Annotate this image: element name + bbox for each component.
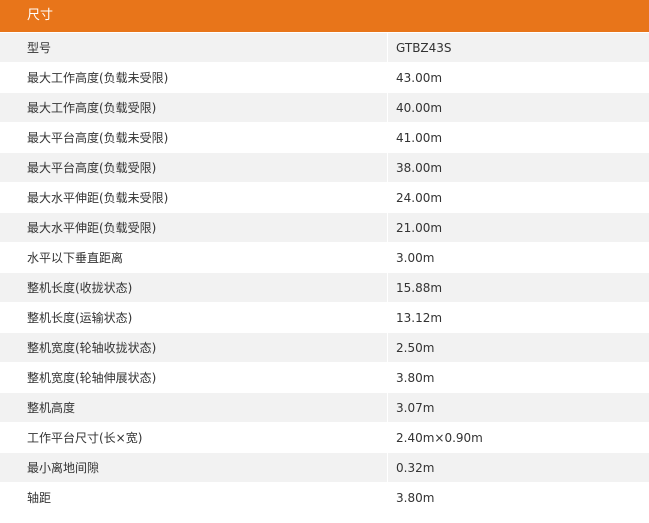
table-row: 最大工作高度(负载受限) 40.00m xyxy=(0,93,649,122)
table-row: 整机高度 3.07m xyxy=(0,393,649,422)
table-row: 工作平台尺寸(长×宽) 2.40m×0.90m xyxy=(0,423,649,452)
spec-label: 整机宽度(轮轴收拢状态) xyxy=(0,333,388,362)
table-row: 轴距 3.80m xyxy=(0,483,649,512)
spec-value: 13.12m xyxy=(396,310,443,325)
spec-value: 38.00m xyxy=(396,160,443,175)
spec-label: 最大工作高度(负载受限) xyxy=(0,93,388,122)
table-row: 整机长度(运输状态) 13.12m xyxy=(0,303,649,332)
spec-value: 15.88m xyxy=(396,280,443,295)
table-title: 尺寸 xyxy=(0,0,649,32)
spec-label: 最小离地间隙 xyxy=(0,453,388,482)
table-row: 最大工作高度(负载未受限) 43.00m xyxy=(0,63,649,92)
spec-value: 40.00m xyxy=(396,100,443,115)
spec-label: 工作平台尺寸(长×宽) xyxy=(0,423,388,452)
spec-value: 3.80m xyxy=(396,490,435,505)
table-row: 最大平台高度(负载未受限) 41.00m xyxy=(0,123,649,152)
table-row: 型号 GTBZ43S xyxy=(0,33,649,62)
spec-value: 41.00m xyxy=(396,130,443,145)
spec-value: 2.40m×0.90m xyxy=(396,430,483,445)
spec-value: 3.07m xyxy=(396,400,435,415)
spec-value: 3.00m xyxy=(396,250,435,265)
table-row: 整机宽度(轮轴伸展状态) 3.80m xyxy=(0,363,649,392)
table-row: 最大水平伸距(负载未受限) 24.00m xyxy=(0,183,649,212)
spec-value: 2.50m xyxy=(396,340,435,355)
spec-label: 最大水平伸距(负载受限) xyxy=(0,213,388,242)
table-row: 最小离地间隙 0.32m xyxy=(0,453,649,482)
spec-label: 最大平台高度(负载受限) xyxy=(0,153,388,182)
spec-value: 43.00m xyxy=(396,70,443,85)
spec-label: 最大水平伸距(负载未受限) xyxy=(0,183,388,212)
table-row: 最大水平伸距(负载受限) 21.00m xyxy=(0,213,649,242)
spec-value: GTBZ43S xyxy=(396,40,452,55)
spec-label: 整机宽度(轮轴伸展状态) xyxy=(0,363,388,392)
spec-value: 3.80m xyxy=(396,370,435,385)
table-row: 最大平台高度(负载受限) 38.00m xyxy=(0,153,649,182)
spec-label: 整机长度(收拢状态) xyxy=(0,273,388,302)
table-body: 型号 GTBZ43S 最大工作高度(负载未受限) 43.00m 最大工作高度(负载受限)… xyxy=(0,33,649,513)
spec-label: 水平以下垂直距离 xyxy=(0,243,388,272)
spec-value: 21.00m xyxy=(396,220,443,235)
table-row: 整机长度(收拢状态) 15.88m xyxy=(0,273,649,302)
spec-value: 0.32m xyxy=(396,460,435,475)
table-row: 水平以下垂直距离 3.00m xyxy=(0,243,649,272)
spec-label: 最大平台高度(负载未受限) xyxy=(0,123,388,152)
spec-label: 轴距 xyxy=(0,483,388,512)
spec-label: 整机高度 xyxy=(0,393,388,422)
spec-value: 24.00m xyxy=(396,190,443,205)
spec-label: 整机长度(运输状态) xyxy=(0,303,388,332)
spec-label: 最大工作高度(负载未受限) xyxy=(0,63,388,92)
spec-label: 型号 xyxy=(0,33,388,62)
table-row: 整机宽度(轮轴收拢状态) 2.50m xyxy=(0,333,649,362)
